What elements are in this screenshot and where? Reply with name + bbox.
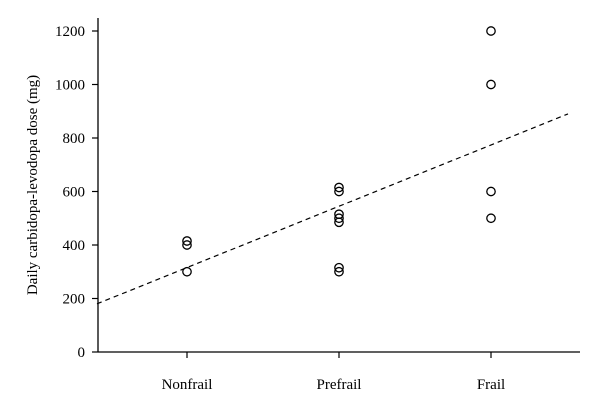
data-point bbox=[334, 266, 344, 277]
x-ticks: Nonfrail Prefrail Frail bbox=[162, 352, 505, 393]
y-tick-label: 200 bbox=[63, 292, 86, 308]
y-ticks: 0 200 400 600 800 1000 1200 bbox=[55, 24, 98, 361]
data-point bbox=[334, 262, 344, 273]
trend-line bbox=[96, 113, 569, 305]
data-point bbox=[486, 213, 496, 224]
data-point bbox=[486, 186, 496, 197]
y-tick-label: 1000 bbox=[55, 78, 85, 94]
x-tick-label: Frail bbox=[477, 377, 505, 393]
y-tick-label: 600 bbox=[63, 185, 86, 201]
data-point bbox=[486, 79, 496, 90]
data-point bbox=[334, 186, 344, 197]
data-point bbox=[182, 240, 192, 250]
axes bbox=[97, 18, 580, 353]
data-point bbox=[334, 213, 344, 224]
x-tick-label: Prefrail bbox=[317, 377, 362, 393]
data-point bbox=[486, 26, 496, 36]
data-points bbox=[182, 26, 496, 277]
data-point bbox=[182, 236, 192, 246]
data-point bbox=[334, 217, 344, 228]
y-tick-label: 1200 bbox=[55, 24, 85, 40]
y-axis-label: Daily carbidopa-levodopa dose (mg) bbox=[25, 75, 41, 295]
y-tick-label: 400 bbox=[63, 238, 86, 254]
y-tick-label: 0 bbox=[78, 345, 86, 361]
data-point bbox=[182, 266, 192, 277]
data-point bbox=[334, 182, 344, 193]
y-tick-label: 800 bbox=[63, 131, 86, 147]
x-tick-label: Nonfrail bbox=[162, 377, 213, 393]
